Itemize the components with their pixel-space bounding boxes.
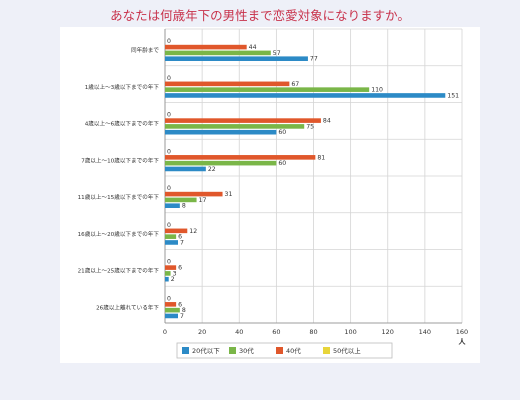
data-label: 8 xyxy=(182,307,186,314)
x-tick-label: 120 xyxy=(382,328,394,336)
x-tick-label: 40 xyxy=(235,328,243,336)
legend-swatch xyxy=(323,347,330,354)
x-tick-label: 0 xyxy=(163,328,167,336)
bar xyxy=(165,56,308,61)
data-label: 0 xyxy=(167,185,171,192)
bar xyxy=(165,228,188,234)
data-label: 17 xyxy=(199,197,207,204)
bar xyxy=(165,124,305,129)
data-label: 0 xyxy=(167,75,171,82)
bar xyxy=(165,155,316,160)
data-label: 0 xyxy=(167,148,171,155)
category-label: 26歳以上離れている年下 xyxy=(96,303,159,311)
legend-label: 50代以上 xyxy=(333,346,361,355)
bar xyxy=(165,302,177,307)
bar xyxy=(165,191,223,197)
data-label: 12 xyxy=(189,228,197,235)
legend-swatch xyxy=(229,347,236,354)
chart-title: あなたは何歳年下の男性まで恋愛対象になりますか。 xyxy=(110,8,410,23)
legend-box xyxy=(176,342,393,359)
data-label: 0 xyxy=(167,38,171,45)
data-label: 0 xyxy=(167,222,171,229)
data-label: 3 xyxy=(173,270,177,277)
data-label: 6 xyxy=(178,301,182,308)
bar xyxy=(165,44,247,50)
bar xyxy=(165,160,277,166)
legend-label: 20代以下 xyxy=(192,346,220,355)
x-tick-label: 60 xyxy=(272,328,280,336)
data-label: 6 xyxy=(178,265,182,272)
x-tick-label: 100 xyxy=(344,328,356,336)
bar xyxy=(165,87,370,92)
data-label: 0 xyxy=(167,295,171,302)
category-label: 11歳以上〜15歳以下までの年下 xyxy=(78,193,160,201)
data-label: 81 xyxy=(317,154,325,161)
bar xyxy=(165,307,180,313)
data-label: 110 xyxy=(371,87,383,94)
data-label: 84 xyxy=(323,118,331,125)
legend-swatch xyxy=(182,347,189,354)
bar xyxy=(165,265,177,270)
bar xyxy=(165,203,180,208)
data-label: 7 xyxy=(180,239,184,246)
x-tick-label: 80 xyxy=(309,328,317,336)
bar xyxy=(165,118,321,123)
x-axis-label: 人 xyxy=(459,337,467,346)
x-tick-label: 160 xyxy=(456,328,468,336)
data-label: 2 xyxy=(171,276,175,283)
data-label: 22 xyxy=(208,166,216,173)
category-label: 4歳以上〜6歳以下までの年下 xyxy=(85,120,160,128)
data-label: 31 xyxy=(225,191,233,198)
bar xyxy=(165,166,206,172)
bar xyxy=(165,313,178,319)
bar xyxy=(165,50,271,56)
category-label: 16歳以上〜20歳以下までの年下 xyxy=(78,230,160,238)
data-label: 8 xyxy=(182,203,186,210)
legend-swatch xyxy=(276,347,283,354)
category-label: 21歳以上〜25歳以下までの年下 xyxy=(78,267,160,275)
bar xyxy=(165,129,277,135)
data-label: 0 xyxy=(167,112,171,119)
data-label: 44 xyxy=(249,44,257,51)
data-label: 57 xyxy=(273,50,281,57)
bar-chart: 0 20 40 60 80 100 120 140 160人同年齢まで04457771歳以上〜3… xyxy=(78,28,468,359)
data-label: 60 xyxy=(278,129,286,136)
legend-label: 40代 xyxy=(286,346,301,355)
x-tick-label: 140 xyxy=(419,328,431,336)
bar xyxy=(165,197,197,203)
bar xyxy=(165,240,178,245)
category-label: 同年齢まで xyxy=(131,46,159,54)
bar xyxy=(165,271,171,276)
category-label: 1歳以上〜3歳以下までの年下 xyxy=(85,83,160,91)
data-label: 77 xyxy=(310,56,318,63)
bar xyxy=(165,81,290,87)
data-label: 6 xyxy=(178,234,182,241)
bar xyxy=(165,234,177,239)
data-label: 60 xyxy=(278,160,286,167)
category-label: 7歳以上〜10歳以下までの年下 xyxy=(81,156,159,164)
chart-panel: 0 20 40 60 80 100 120 140 160 人同年齢まで 0 44 57 77 1歳以上〜3… xyxy=(60,27,480,363)
data-label: 0 xyxy=(167,259,171,266)
bar xyxy=(165,93,446,98)
data-label: 75 xyxy=(306,123,314,130)
data-label: 151 xyxy=(447,92,459,99)
legend-label: 30代 xyxy=(239,346,254,355)
data-label: 67 xyxy=(291,81,299,88)
bar xyxy=(165,276,169,282)
x-tick-label: 20 xyxy=(198,328,206,336)
data-label: 7 xyxy=(180,313,184,320)
